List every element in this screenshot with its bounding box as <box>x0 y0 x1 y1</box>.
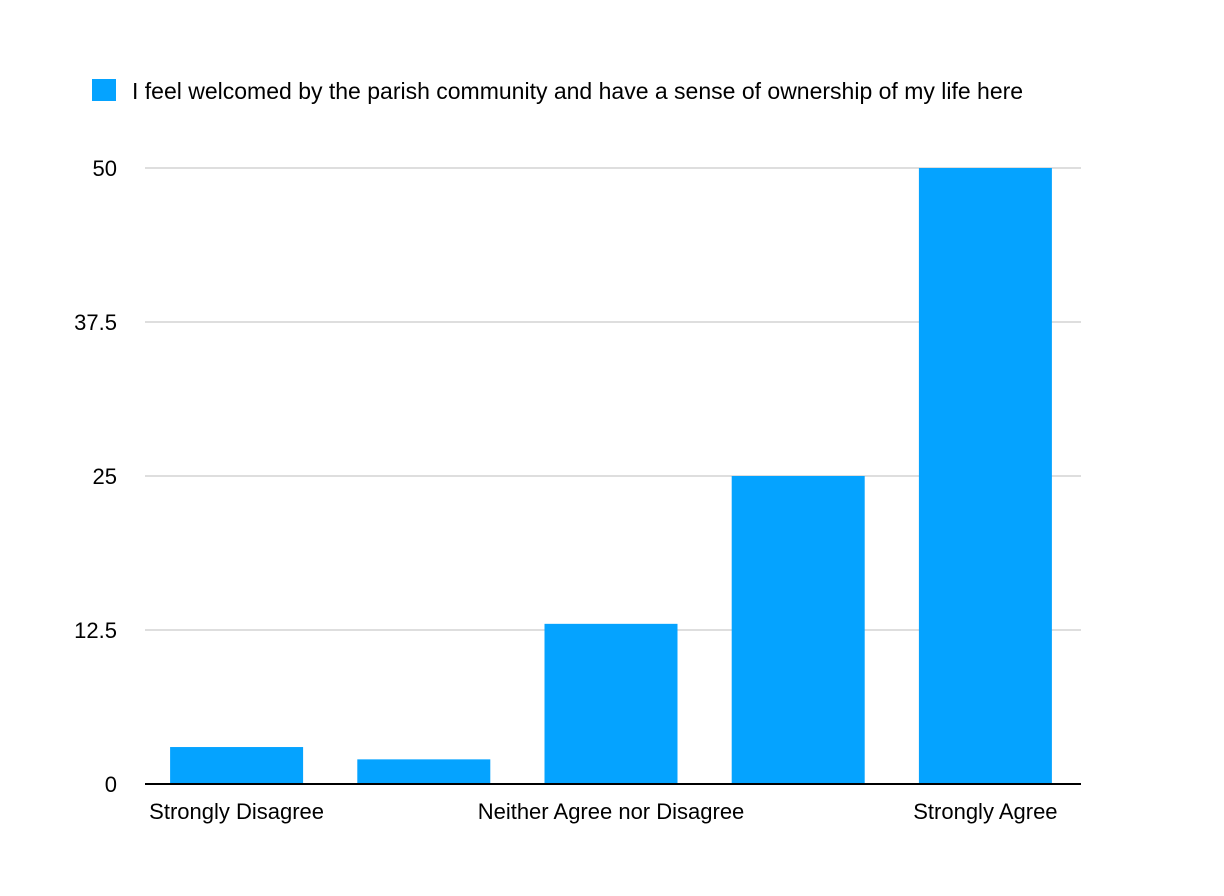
bar <box>170 747 304 784</box>
legend: I feel welcomed by the parish community … <box>92 78 1023 104</box>
y-tick-label: 37.5 <box>74 310 117 335</box>
y-tick-label: 12.5 <box>74 618 117 643</box>
x-tick-label: Neither Agree nor Disagree <box>478 799 745 824</box>
x-axis-tick-labels: Strongly Disagree Neither Agree nor Disag… <box>149 799 1057 824</box>
legend-swatch <box>92 79 116 101</box>
bars <box>170 168 1052 784</box>
legend-label: I feel welcomed by the parish community … <box>132 78 1023 104</box>
bar <box>357 759 491 784</box>
y-tick-label: 50 <box>93 156 117 181</box>
bar <box>918 168 1052 784</box>
bar <box>731 476 865 784</box>
bar <box>544 623 678 784</box>
x-tick-label: Strongly Disagree <box>149 799 324 824</box>
y-tick-label: 0 <box>105 772 117 797</box>
y-axis-tick-labels: 0 12.5 25 37.5 50 <box>74 156 117 797</box>
y-tick-label: 25 <box>93 464 117 489</box>
x-tick-label: Strongly Agree <box>913 799 1057 824</box>
